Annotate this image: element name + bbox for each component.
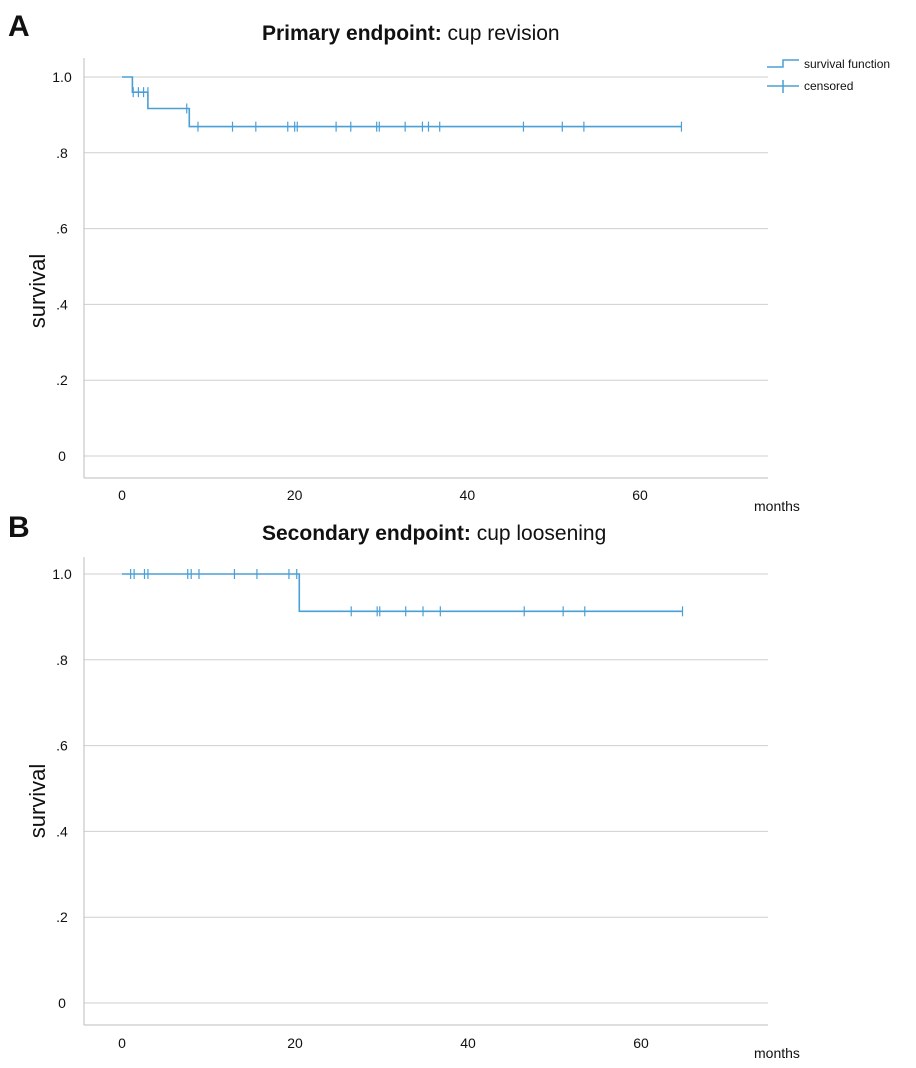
x-tick-label: 0 [118, 487, 126, 503]
step-line-icon [767, 59, 799, 68]
y-tick-label: .2 [56, 909, 68, 925]
panel-b: B Secondary endpoint: cup loosening surv… [0, 505, 916, 1068]
legend-label-censored: censored [804, 79, 854, 93]
legend-label-survival: survival function [804, 57, 891, 71]
y-tick-label: .8 [56, 145, 68, 161]
panel-a: A Primary endpoint: cup revision surviva… [0, 0, 916, 520]
chart-b: 1.0 .8 .6 .4 .2 0 0 20 40 60 [52, 557, 768, 1051]
y-tick-label: .2 [56, 372, 68, 388]
y-tick-label: .6 [56, 221, 68, 237]
x-tick-label: 40 [460, 487, 476, 503]
y-tick-label: 0 [58, 448, 66, 464]
chart-title-rest: cup revision [441, 22, 560, 45]
y-tick-label: 0 [58, 995, 66, 1011]
survival-step-line [122, 573, 683, 613]
y-tick-label: 1.0 [52, 566, 72, 582]
x-tick-label: 60 [632, 487, 648, 503]
chart-a: 1.0 .8 .6 .4 .2 0 0 20 40 60 [52, 58, 768, 503]
survival-step-line [122, 76, 682, 128]
chart-title: Secondary endpoint: cup loosening [262, 523, 606, 544]
x-tick-label: 20 [287, 487, 303, 503]
panel-letter: B [8, 511, 30, 544]
y-tick-label: .6 [56, 738, 68, 754]
x-tick-label: 0 [118, 1035, 126, 1051]
y-tick-label: .8 [56, 652, 68, 668]
x-tick-label: 40 [460, 1035, 476, 1051]
chart-title-bold: Primary endpoint: [262, 22, 442, 45]
chart-title-bold: Secondary endpoint: [262, 522, 471, 545]
x-tick-label: 60 [633, 1035, 649, 1051]
censor-mark-icon [767, 80, 799, 93]
x-tick-label: 20 [287, 1035, 303, 1051]
x-axis-label: months [754, 1045, 800, 1061]
y-tick-label: .4 [56, 823, 68, 839]
chart-title: Primary endpoint: cup revision [262, 23, 560, 44]
y-tick-label: 1.0 [52, 69, 72, 85]
chart-title-rest: cup loosening [470, 522, 607, 545]
x-axis-label: months [754, 498, 800, 514]
panel-letter: A [8, 10, 30, 43]
y-tick-label: .4 [56, 296, 68, 312]
